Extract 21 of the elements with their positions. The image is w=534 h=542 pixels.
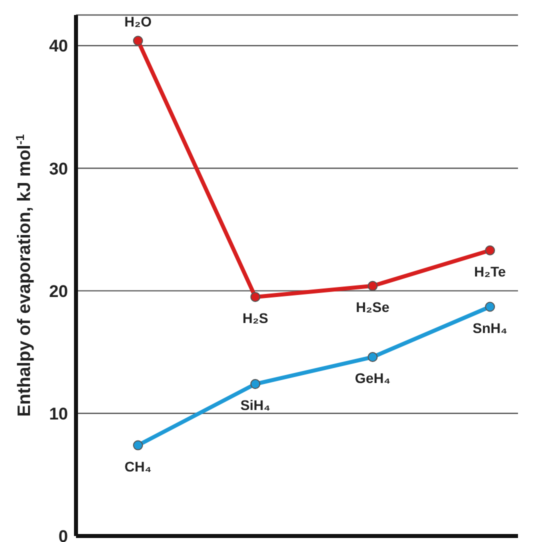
- data-label: GeH₄: [354, 370, 390, 386]
- point: [133, 36, 143, 46]
- data-label: H₂O: [124, 14, 152, 30]
- y-tick-label: 40: [49, 36, 68, 56]
- y-tick-label: 10: [49, 404, 68, 424]
- y-tick-label: 0: [58, 527, 68, 542]
- data-label: SiH₄: [240, 396, 270, 413]
- point: [485, 245, 495, 256]
- point: [133, 440, 143, 450]
- data-label: H₂Se: [356, 298, 390, 315]
- data-label: CH₄: [124, 458, 152, 474]
- point: [368, 352, 378, 362]
- y-tick-label: 30: [49, 159, 68, 178]
- point: [368, 280, 378, 291]
- point: [485, 302, 495, 312]
- point: [250, 378, 260, 389]
- data-label: H₂S: [242, 310, 268, 326]
- data-label: SnH₄: [472, 320, 508, 336]
- y-tick-label: 20: [49, 282, 68, 301]
- data-label: H₂Te: [474, 263, 506, 280]
- point: [250, 292, 260, 302]
